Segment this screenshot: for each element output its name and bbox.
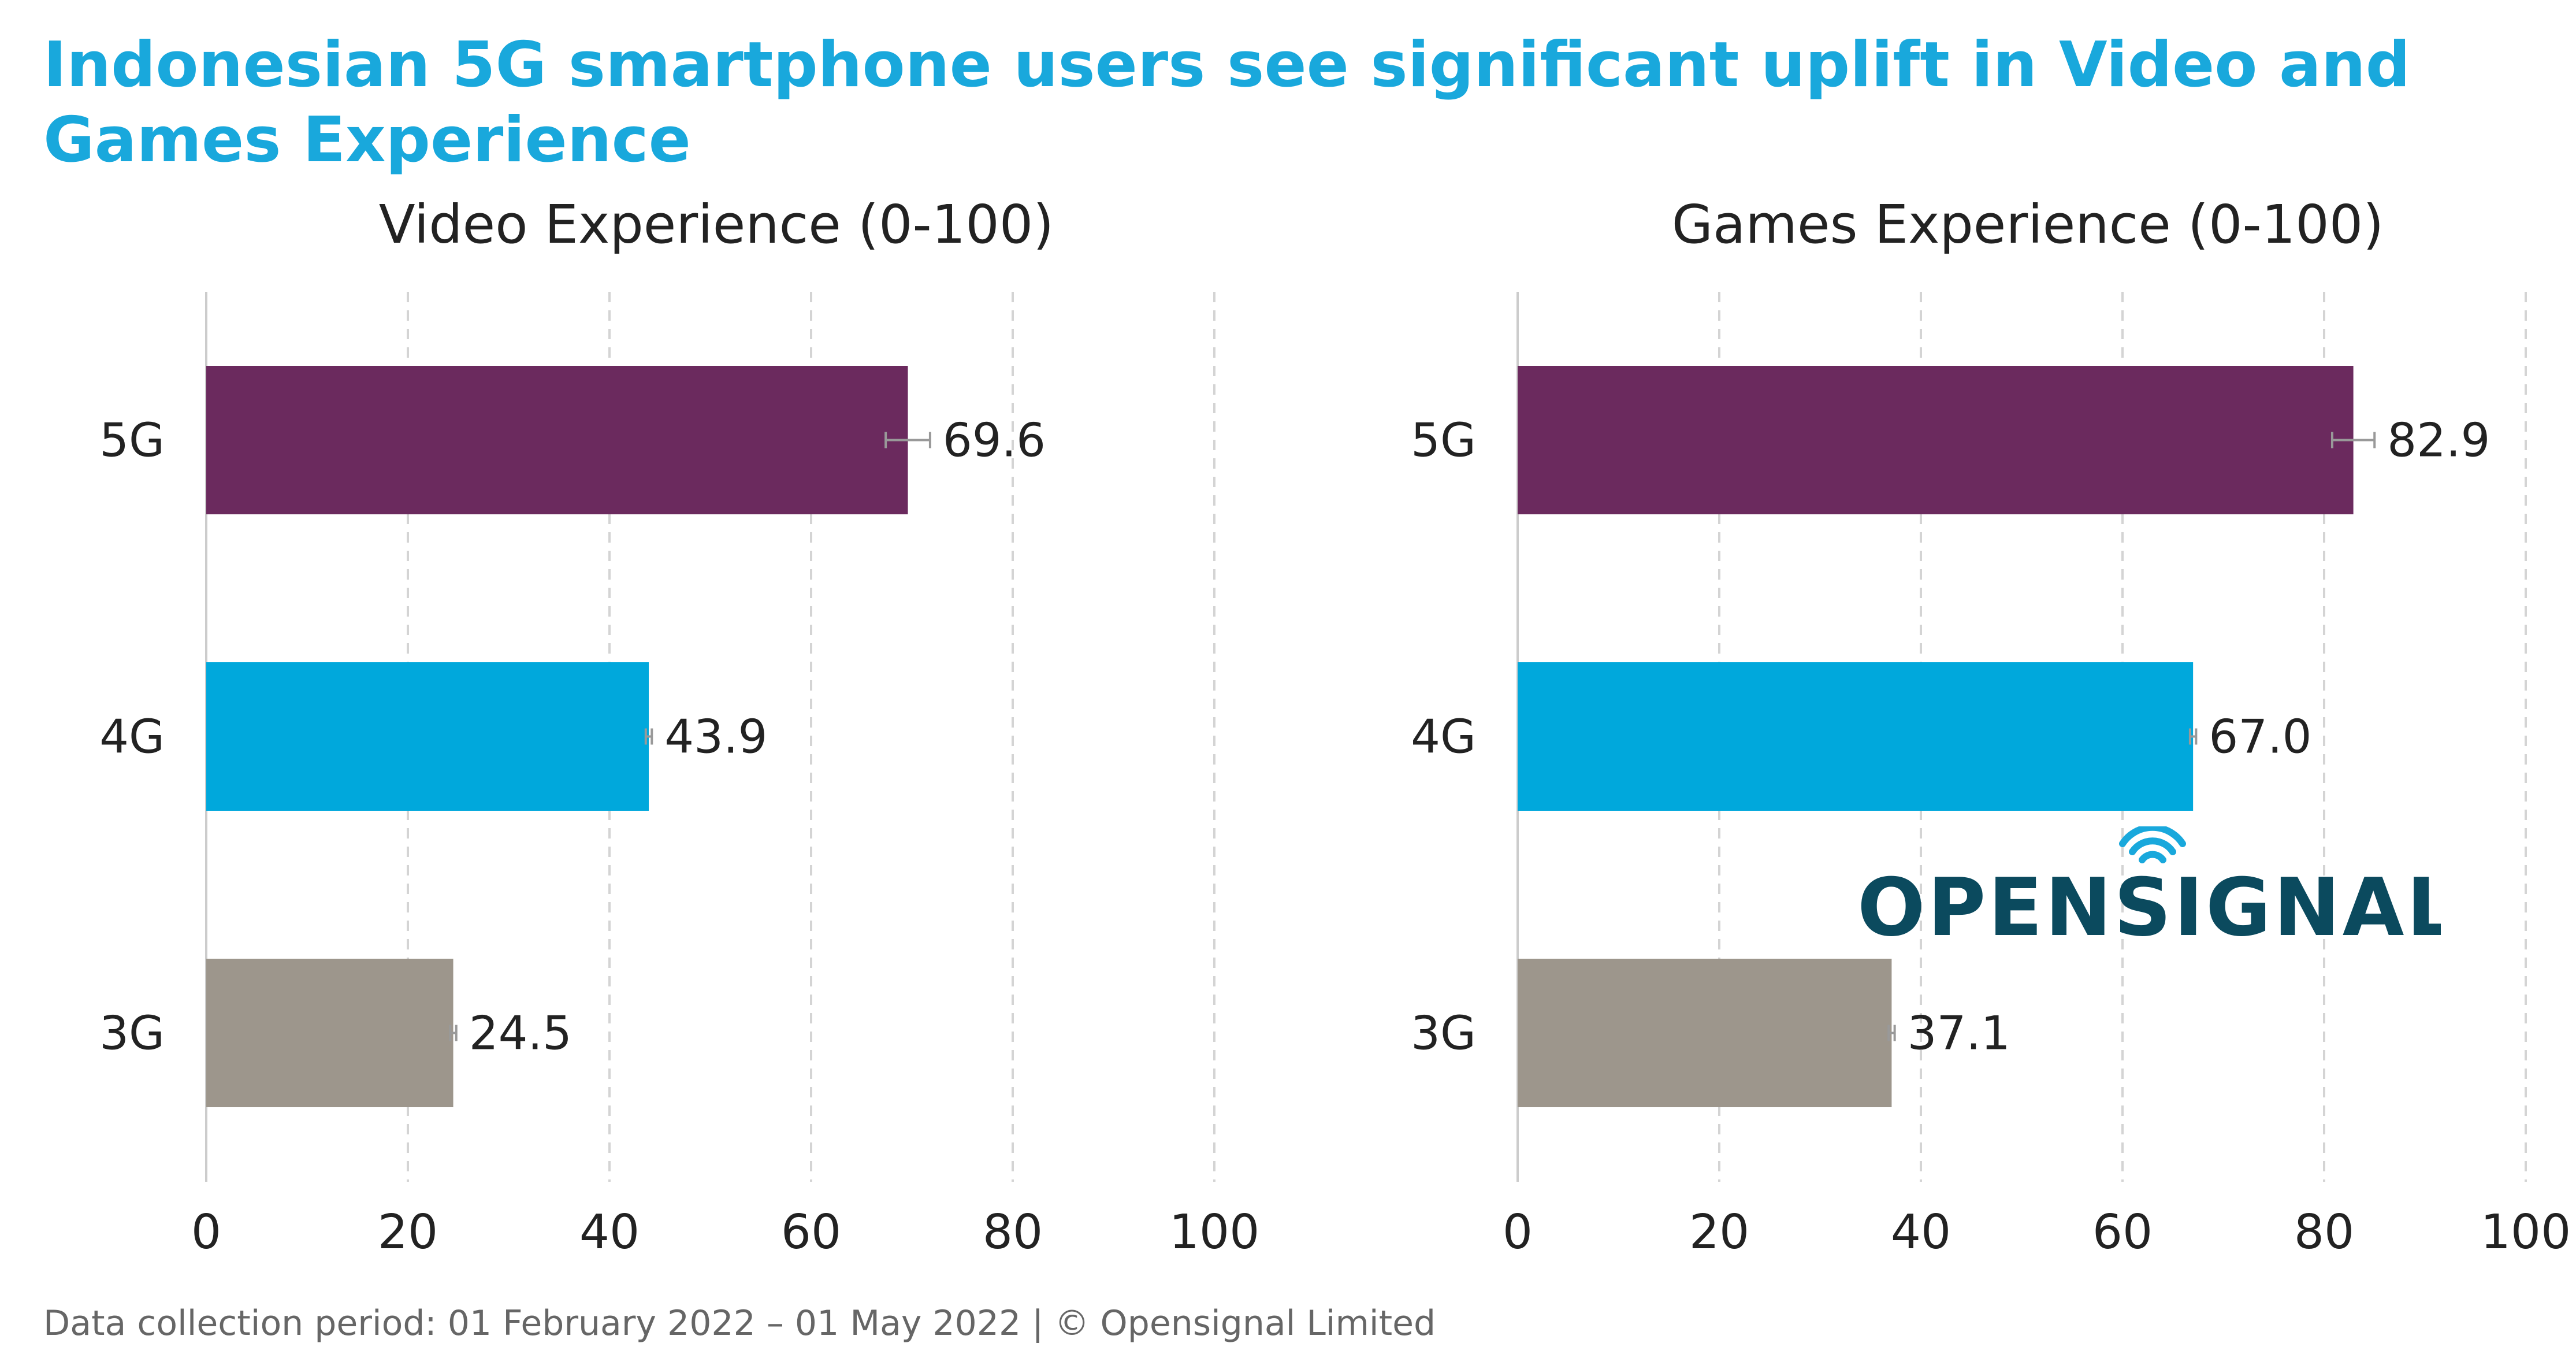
category-label: 5G [1411,414,1476,468]
category-label: 3G [1411,1007,1476,1060]
video-chart-svg: Video Experience (0-100) 0 20 40 60 80 100 69.6… [99,194,1259,1260]
value-label: 67.0 [2209,710,2311,764]
x-tick-label: 20 [378,1205,438,1260]
value-label: 43.9 [664,710,767,764]
bar-4g [206,662,649,811]
bar-3g [1518,959,1892,1107]
opensignal-logo-graphic: OPENSIGNAL [1857,823,2457,954]
games-chart-svg: Games Experience (0-100) 0 20 40 60 80 100 82.9… [1411,194,2571,1260]
category-label: 5G [99,414,165,468]
games-experience-chart: Games Experience (0-100) 0 20 40 60 80 100 82.9… [1311,191,2571,1289]
opensignal-logo: OPENSIGNAL [1857,823,2457,954]
bar-5g [206,366,908,514]
x-tick-label: 0 [1503,1205,1533,1260]
video-experience-chart: Video Experience (0-100) 0 20 40 60 80 100 69.6… [0,191,1259,1289]
category-label: 4G [1411,710,1476,764]
value-label: 69.6 [943,414,1046,468]
opensignal-logo-wordmark: OPENSIGNAL [1857,861,2441,942]
x-tick-label: 60 [781,1205,841,1260]
category-label: 3G [99,1007,165,1060]
value-label: 37.1 [1908,1007,2010,1060]
x-tick-label: 20 [1689,1205,1749,1260]
x-tick-label: 40 [1891,1205,1951,1260]
x-tick-label: 0 [191,1205,221,1260]
bar-5g [1518,366,2354,514]
value-label: 82.9 [2387,414,2490,468]
bar-3g [206,959,454,1107]
footer-note: Data collection period: 01 February 2022… [43,1303,1436,1344]
x-tick-label: 100 [2481,1205,2571,1260]
chart-subtitle: Video Experience (0-100) [379,194,1054,255]
value-label: 24.5 [469,1007,572,1060]
category-label: 4G [99,710,165,764]
x-tick-label: 80 [2294,1205,2354,1260]
x-tick-label: 100 [1169,1205,1260,1260]
x-tick-label: 40 [579,1205,640,1260]
x-tick-label: 60 [2092,1205,2153,1260]
signal-waves-icon [2119,823,2186,863]
chart-subtitle: Games Experience (0-100) [1672,194,2384,255]
chart-title: Indonesian 5G smartphone users see signi… [43,29,2411,176]
x-tick-label: 80 [983,1205,1043,1260]
bar-4g [1518,662,2194,811]
